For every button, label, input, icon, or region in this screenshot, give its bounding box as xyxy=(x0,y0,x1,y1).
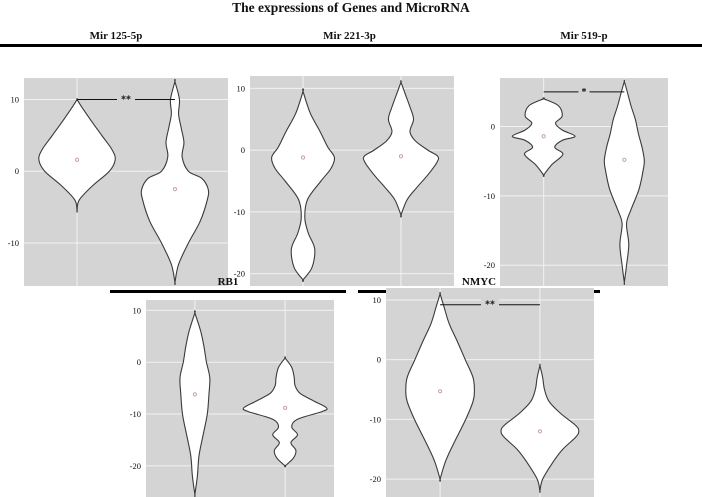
median-marker xyxy=(172,187,178,192)
violin-shape xyxy=(511,97,576,177)
y-tick-label: 10 xyxy=(373,295,382,305)
y-tick-label: 10 xyxy=(133,305,142,315)
y-tick-label: -10 xyxy=(234,207,245,217)
median-marker xyxy=(283,405,288,410)
y-tick-label: 0 xyxy=(491,122,495,132)
violin-shape xyxy=(242,356,328,468)
panel-title-bar xyxy=(232,44,467,47)
panel-title-bar xyxy=(466,44,702,47)
median-marker xyxy=(537,429,543,434)
y-tick-label: -10 xyxy=(8,238,19,248)
y-tick-label: -20 xyxy=(484,260,495,270)
y-tick-label: -20 xyxy=(370,474,381,484)
violin-shape xyxy=(140,78,210,286)
plot-area xyxy=(250,76,454,286)
panel-rb1: RB1 10 0 -10 -20 xyxy=(110,276,346,497)
panel-nmyc: NMYC 10 0 -10 -20 ** xyxy=(358,276,600,497)
violin-plot-nmyc: 10 0 -10 -20 ** xyxy=(370,288,594,497)
panel-title-bar xyxy=(110,290,346,293)
significance-label: * xyxy=(582,87,587,98)
median-marker xyxy=(541,134,546,139)
median-marker xyxy=(300,155,306,160)
figure-title: The expressions of Genes and MicroRNA xyxy=(232,0,470,15)
violin-shape xyxy=(603,79,645,286)
y-tick-label: 0 xyxy=(377,355,381,365)
violin-plot-mir-125-5p: 10 0 -10 ** xyxy=(8,78,228,286)
median-marker xyxy=(398,154,404,159)
panel-title-bar xyxy=(0,44,232,47)
violin-shape xyxy=(362,80,440,218)
y-tick-label: -10 xyxy=(370,414,381,424)
panel-title: Mir 519-p xyxy=(560,30,608,42)
significance-label: ** xyxy=(121,95,131,106)
median-marker xyxy=(74,157,80,162)
y-tick-label: -10 xyxy=(484,191,495,201)
panel-mir-125-5p: Mir 125-5p 10 0 -10 ** xyxy=(0,30,232,286)
panel-title: RB1 xyxy=(217,276,239,288)
significance-label-bg xyxy=(578,85,590,94)
panel-title: Mir 125-5p xyxy=(89,30,143,42)
y-tick-label: 0 xyxy=(137,357,141,367)
y-tick-label: 10 xyxy=(11,95,20,105)
panel-title: NMYC xyxy=(461,276,497,288)
violin-plot-mir-221-3p: 10 0 -10 -20 xyxy=(234,76,454,286)
violin-shape xyxy=(405,291,475,482)
y-tick-label: 0 xyxy=(15,166,19,176)
y-tick-label: 10 xyxy=(237,83,246,93)
y-tick-label: -20 xyxy=(130,461,141,471)
violin-plot-rb1: 10 0 -10 -20 xyxy=(130,300,334,497)
median-marker xyxy=(437,389,443,394)
median-marker xyxy=(622,157,627,162)
violin-plot-mir-519-p: 0 -10 -20 * xyxy=(484,78,668,286)
median-marker xyxy=(192,392,197,397)
y-tick-label: -10 xyxy=(130,409,141,419)
significance-label-bg xyxy=(481,298,499,307)
violin-shape xyxy=(500,363,580,494)
violin-shape xyxy=(179,310,211,497)
panel-mir-221-3p: Mir 221-3p 10 0 -10 -20 xyxy=(232,30,467,286)
panel-title: Mir 221-3p xyxy=(323,30,376,42)
y-tick-label: -20 xyxy=(234,269,245,279)
y-tick-label: 0 xyxy=(241,145,245,155)
significance-label: ** xyxy=(485,300,495,311)
plot-area xyxy=(500,78,668,286)
violin-shape xyxy=(270,88,336,282)
panel-mir-519-p: Mir 519-p 0 -10 -20 * xyxy=(466,30,702,286)
significance-label-bg xyxy=(117,93,135,102)
